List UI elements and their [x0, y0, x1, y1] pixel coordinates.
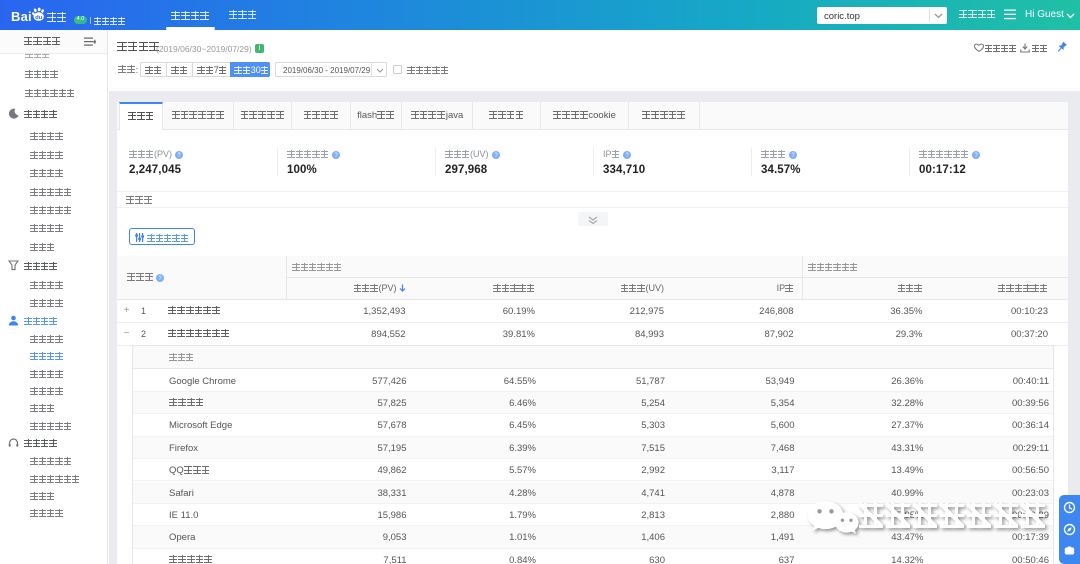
- svg-text:?: ?: [334, 153, 338, 159]
- svg-text:?: ?: [791, 153, 795, 159]
- svg-text:?: ?: [625, 153, 629, 159]
- svg-text:?: ?: [974, 153, 978, 159]
- svg-text:?: ?: [177, 153, 181, 159]
- svg-text:?: ?: [159, 276, 163, 282]
- svg-text:?: ?: [494, 153, 498, 159]
- svg-text:du: du: [35, 14, 42, 20]
